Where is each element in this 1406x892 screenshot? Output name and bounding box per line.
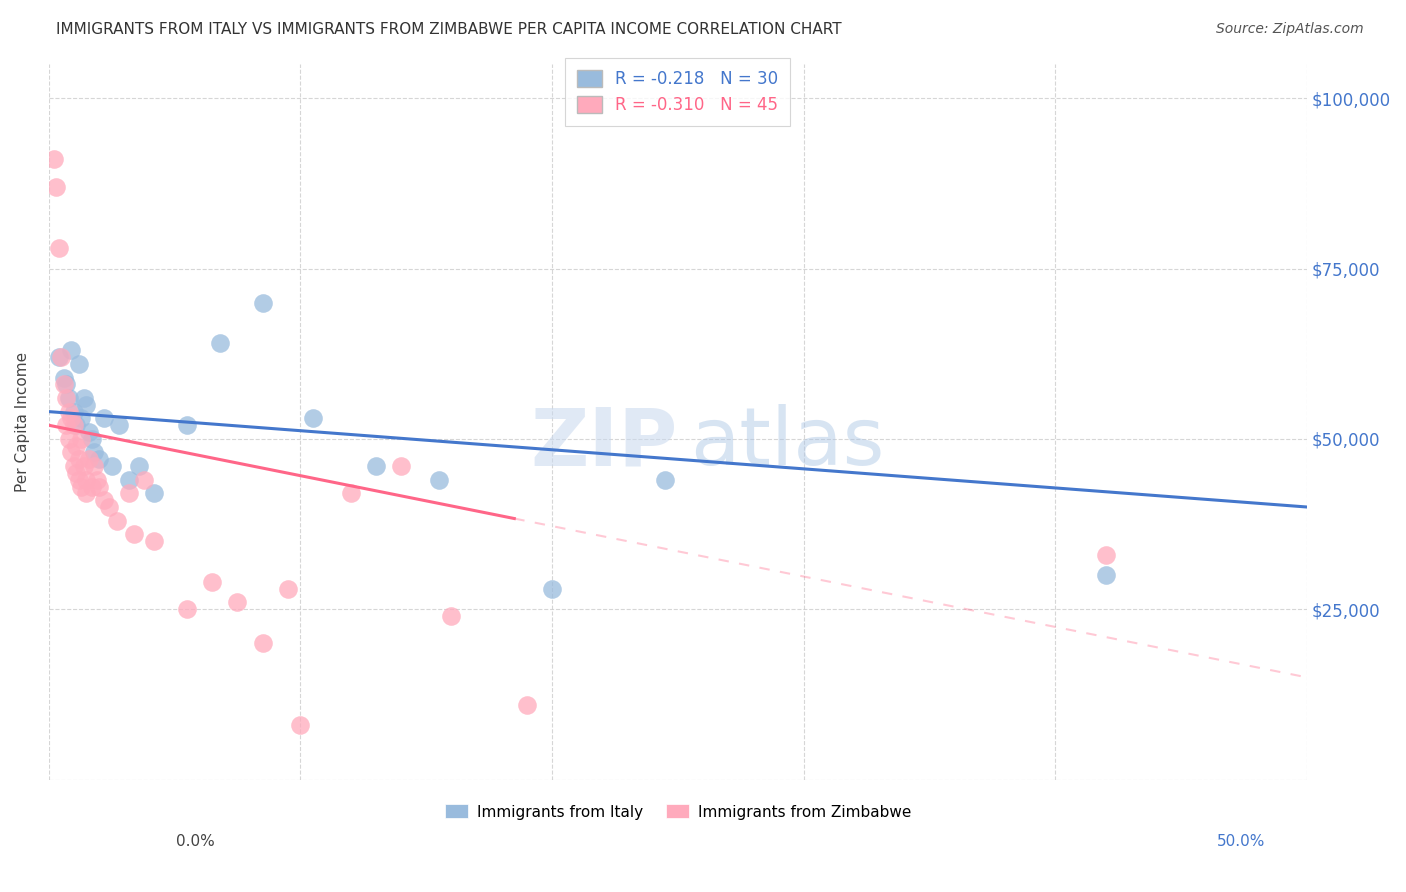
Point — [73, 459, 96, 474]
Point — [76, 473, 98, 487]
Point — [80, 432, 103, 446]
Point — [77, 452, 100, 467]
Point — [252, 295, 274, 310]
Point — [67, 452, 90, 467]
Point — [55, 391, 77, 405]
Point — [208, 336, 231, 351]
Point — [143, 486, 166, 500]
Point — [60, 411, 83, 425]
Text: 0.0%: 0.0% — [176, 834, 215, 849]
Text: 50.0%: 50.0% — [1218, 834, 1265, 849]
Point — [45, 179, 67, 194]
Point — [143, 534, 166, 549]
Point — [65, 466, 87, 480]
Point — [76, 398, 98, 412]
Point — [176, 418, 198, 433]
Point — [70, 432, 93, 446]
Point — [1094, 568, 1116, 582]
Point — [42, 153, 65, 167]
Point — [83, 445, 105, 459]
Point — [77, 425, 100, 439]
Point — [67, 357, 90, 371]
Point — [427, 473, 450, 487]
Point — [128, 459, 150, 474]
Point — [60, 445, 83, 459]
Point — [51, 350, 73, 364]
Point — [80, 479, 103, 493]
Point — [86, 473, 108, 487]
Point — [65, 439, 87, 453]
Point — [76, 486, 98, 500]
Point — [1094, 548, 1116, 562]
Point — [364, 459, 387, 474]
Point — [124, 527, 146, 541]
Point — [98, 500, 121, 514]
Point — [176, 602, 198, 616]
Point — [440, 609, 463, 624]
Point — [87, 479, 110, 493]
Point — [87, 452, 110, 467]
Y-axis label: Per Capita Income: Per Capita Income — [15, 351, 30, 491]
Point — [52, 370, 75, 384]
Legend: Immigrants from Italy, Immigrants from Zimbabwe: Immigrants from Italy, Immigrants from Z… — [439, 798, 917, 826]
Point — [277, 582, 299, 596]
Point — [63, 418, 86, 433]
Point — [93, 493, 115, 508]
Point — [105, 514, 128, 528]
Point — [55, 418, 77, 433]
Point — [63, 404, 86, 418]
Point — [516, 698, 538, 712]
Text: Source: ZipAtlas.com: Source: ZipAtlas.com — [1216, 22, 1364, 37]
Point — [118, 473, 141, 487]
Point — [67, 473, 90, 487]
Point — [58, 391, 80, 405]
Point — [70, 479, 93, 493]
Point — [48, 241, 70, 255]
Point — [134, 473, 156, 487]
Point — [654, 473, 676, 487]
Text: IMMIGRANTS FROM ITALY VS IMMIGRANTS FROM ZIMBABWE PER CAPITA INCOME CORRELATION : IMMIGRANTS FROM ITALY VS IMMIGRANTS FROM… — [56, 22, 842, 37]
Text: ZIP: ZIP — [530, 404, 678, 483]
Point — [302, 411, 325, 425]
Point — [389, 459, 412, 474]
Point — [55, 377, 77, 392]
Point — [226, 595, 249, 609]
Point — [73, 391, 96, 405]
Point — [63, 459, 86, 474]
Point — [201, 574, 224, 589]
Point — [118, 486, 141, 500]
Point — [58, 432, 80, 446]
Point — [290, 718, 312, 732]
Point — [108, 418, 131, 433]
Point — [252, 636, 274, 650]
Point — [48, 350, 70, 364]
Text: atlas: atlas — [690, 404, 884, 483]
Point — [339, 486, 361, 500]
Point — [541, 582, 564, 596]
Point — [52, 377, 75, 392]
Point — [83, 459, 105, 474]
Point — [58, 404, 80, 418]
Point — [60, 343, 83, 358]
Point — [93, 411, 115, 425]
Point — [100, 459, 122, 474]
Point — [65, 418, 87, 433]
Point — [70, 411, 93, 425]
